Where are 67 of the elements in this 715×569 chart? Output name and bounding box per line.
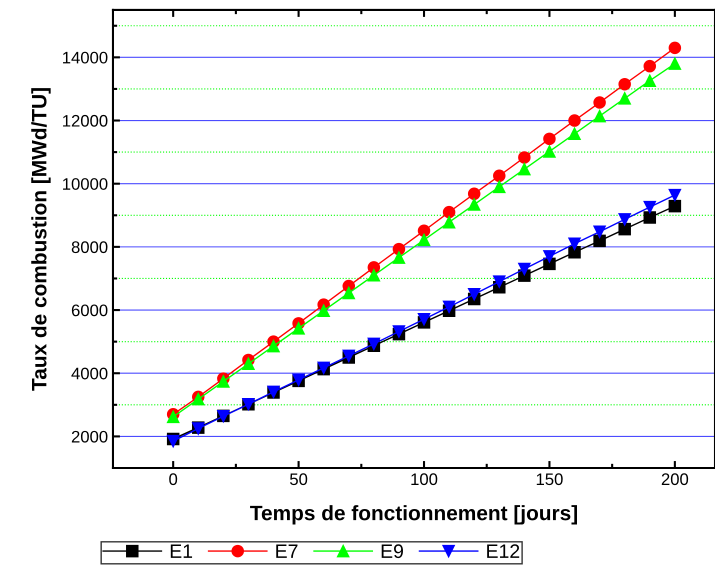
x-axis-title: Temps de fonctionnement [jours] — [250, 505, 577, 524]
point — [493, 180, 506, 194]
point — [392, 325, 406, 338]
point — [593, 225, 606, 238]
point — [418, 234, 430, 246]
point — [543, 145, 556, 158]
point — [668, 42, 682, 54]
point — [668, 57, 682, 70]
legend-label: E9 — [382, 544, 403, 558]
point — [267, 340, 280, 352]
point — [568, 114, 581, 127]
y-tick-label: 12000 — [63, 114, 108, 127]
point — [644, 211, 656, 224]
point — [668, 200, 682, 212]
legend-label: E12 — [487, 544, 520, 558]
y-tick-label: 2000 — [72, 430, 108, 443]
point — [493, 170, 506, 182]
y-tick-label: 8000 — [72, 241, 108, 254]
legend-label: E7 — [276, 544, 298, 558]
y-tick-label: 10000 — [63, 178, 108, 190]
point — [442, 216, 456, 228]
point — [644, 200, 656, 214]
point — [242, 358, 255, 370]
point — [442, 206, 456, 218]
point — [618, 213, 631, 226]
point — [618, 92, 631, 105]
point — [543, 132, 556, 146]
point — [468, 288, 480, 301]
point — [468, 188, 480, 200]
y-tick-label: 14000 — [63, 52, 108, 64]
point — [342, 286, 356, 300]
point — [468, 198, 480, 211]
point — [392, 242, 406, 256]
y-axis-title: Taux de combustion [MWd/TU] — [31, 88, 51, 391]
point — [217, 375, 230, 388]
point — [593, 110, 606, 122]
point — [568, 128, 581, 140]
point — [418, 312, 430, 326]
point — [518, 262, 531, 276]
x-tick-label: 100 — [411, 473, 438, 486]
point — [518, 162, 531, 176]
point — [292, 322, 305, 335]
point — [518, 151, 531, 164]
x-tick-label: 200 — [662, 473, 688, 486]
point — [392, 251, 406, 264]
point — [618, 78, 631, 90]
x-tick-label: 50 — [290, 473, 308, 486]
point — [543, 250, 556, 263]
point — [418, 224, 430, 238]
point — [568, 246, 581, 258]
y-tick-label: 4000 — [71, 368, 108, 380]
legend-label: E1 — [170, 544, 192, 558]
point — [644, 60, 656, 72]
point — [442, 300, 456, 314]
point — [668, 188, 682, 202]
point — [618, 222, 631, 236]
point — [644, 74, 656, 87]
point — [368, 269, 380, 282]
y-tick-label: 6000 — [72, 304, 108, 316]
point — [493, 275, 506, 288]
x-tick-label: 0 — [169, 473, 178, 486]
point — [568, 237, 581, 250]
point — [317, 304, 330, 317]
point — [593, 96, 606, 109]
point — [166, 410, 180, 424]
x-tick-label: 150 — [536, 473, 563, 486]
point — [593, 234, 606, 248]
